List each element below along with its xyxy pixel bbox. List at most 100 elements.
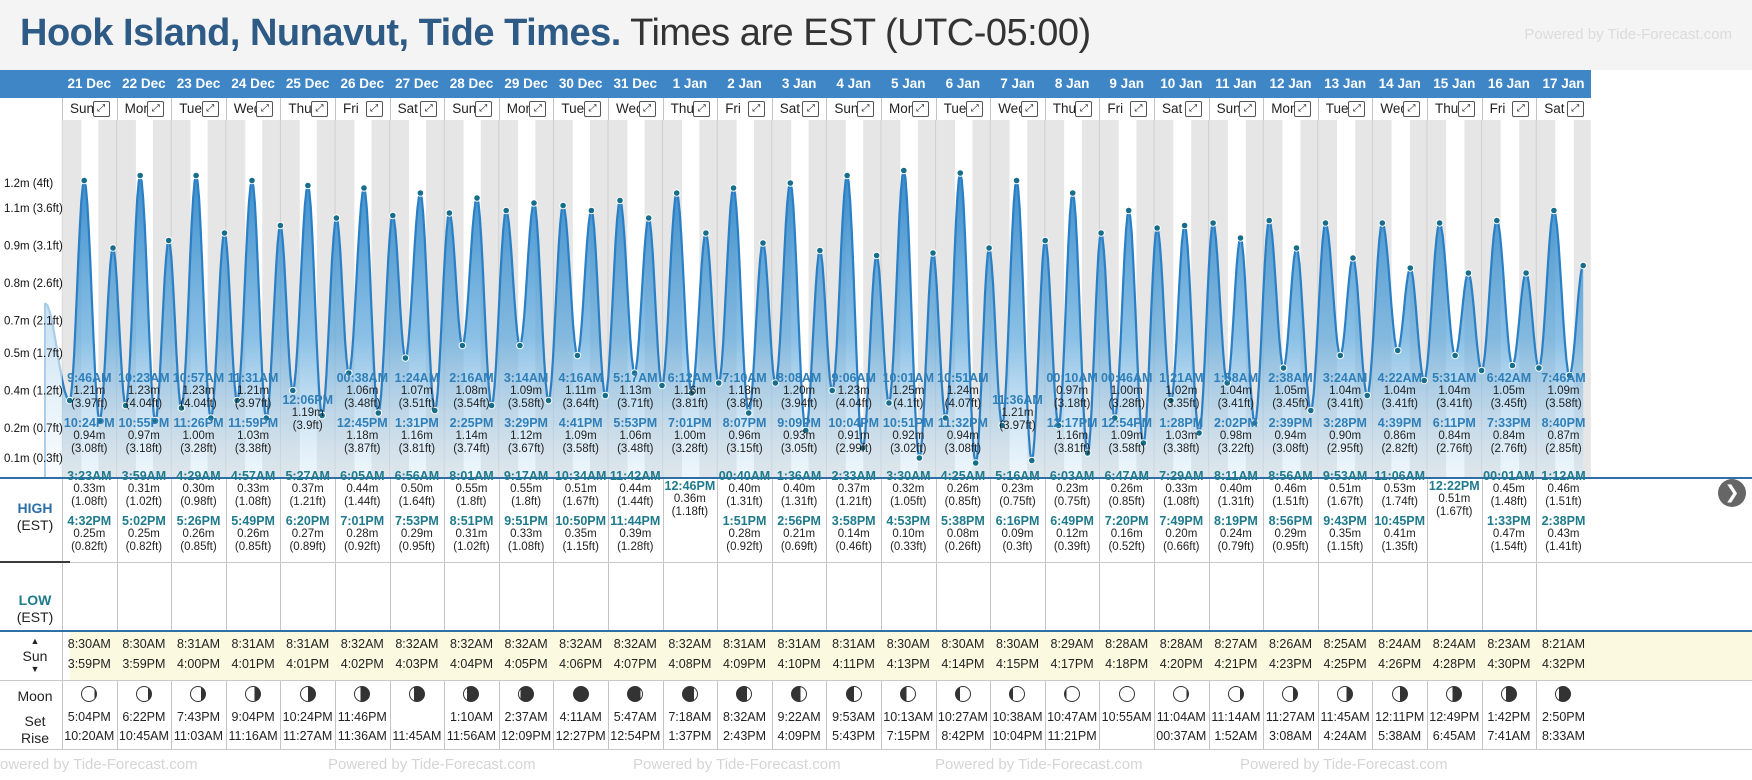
expand-icon[interactable]: ⤢ [747,101,765,117]
low-tide-height-ft: (0.85ft) [180,541,217,553]
tide-point [1012,176,1021,185]
high-tide: 12:06PM 1.19m (3.9ft) [280,394,335,433]
high-tide-height: 1.16m [400,430,433,442]
high-tide-time: 3:29PM [504,416,548,430]
moonrise-time: 11:27AM [283,729,333,743]
high-tide-time: 12:45PM [336,416,388,430]
expand-icon[interactable]: ⤢ [802,101,820,117]
expand-icon[interactable]: ⤢ [911,101,929,117]
expand-icon[interactable]: ⤢ [1457,101,1475,117]
low-tide-height: 0.33m [1165,483,1198,495]
high-tide-height-ft: (3.9ft) [292,420,323,432]
date-header: 27 Dec [389,70,445,98]
expand-icon[interactable]: ⤢ [966,101,984,117]
high-tide: 6:12AM 1.16m (3.81ft) [663,372,718,411]
high-tide-height: 0.93m [783,430,816,442]
high-tide-time: 4:39PM [1377,416,1422,430]
low-tide-height-ft: (1.02ft) [453,541,490,553]
expand-icon[interactable]: ⤢ [420,101,438,117]
expand-icon[interactable]: ⤢ [147,101,165,117]
expand-icon[interactable]: ⤢ [365,101,383,117]
sun-times: 8:30AM 3:59PM [62,634,117,674]
sun-times: 8:24AM 4:26PM [1372,634,1427,674]
tide-point [1251,419,1259,427]
expand-icon[interactable]: ⤢ [474,101,492,117]
moon-times: 4:11AM 12:27PM [553,684,608,746]
moonset-time: 11:14AM [1211,710,1261,724]
sun-times: 8:24AM 4:28PM [1427,634,1482,674]
expand-icon[interactable]: ⤢ [1020,101,1038,117]
expand-icon[interactable]: ⤢ [693,101,711,117]
moonset-time: 11:45AM [1320,710,1370,724]
high-tide-time: 10:04PM [828,416,880,430]
moon-phase [1536,684,1591,708]
low-tide-time: 10:45PM [1374,514,1426,528]
low-tide-time: 8:56PM [1268,514,1313,528]
tide-point [1349,254,1357,262]
day-header: Wed ⤢ [608,98,663,120]
moon-phase-icon [190,685,207,702]
expand-icon[interactable]: ⤢ [1566,101,1584,117]
expand-icon[interactable]: ⤢ [1348,101,1366,117]
expand-icon[interactable]: ⤢ [256,101,274,117]
high-tide-height: 0.91m [837,430,870,442]
expand-icon[interactable]: ⤢ [1239,101,1257,117]
day-header: Thu ⤢ [1427,98,1482,120]
low-tide-time: 6:20PM [285,514,330,528]
expand-icon[interactable]: ⤢ [1075,101,1093,117]
y-axis-label: 0.1m (0.3ft) [4,453,63,465]
high-tide-height: 1.09m [1110,430,1143,442]
sunset-time: 4:23PM [1268,657,1313,671]
expand-icon[interactable]: ⤢ [1184,101,1202,117]
y-axis-label: 1.2m (4ft) [4,178,53,190]
high-tide-time: 8:08AM [776,371,822,385]
high-tide-height-ft: (3.58ft) [1545,398,1582,410]
high-tide: 3:14AM 1.09m (3.58ft) [499,372,554,411]
high-tide-time: 2:38AM [1268,371,1313,385]
expand-icon[interactable]: ⤢ [638,101,656,117]
tide-point [1363,391,1371,400]
high-tide-height: 1.04m [1329,385,1362,397]
high-tide-height: 1.16m [673,385,706,397]
high-tide-height: 1.03m [237,430,270,442]
high-tide-time: 7:10AM [722,371,767,385]
high-tide: 10:01AM 1.25m (4.1ft) [881,372,936,411]
expand-icon[interactable]: ⤢ [310,101,328,117]
moon-phase [499,684,554,708]
low-tide-height-ft: (0.98ft) [180,496,217,508]
moonset-time: 12:11PM [1375,710,1425,724]
tide-point [1209,219,1217,227]
expand-icon[interactable]: ⤢ [1512,101,1530,117]
high-tide-height-ft: (3.45ft) [1490,398,1528,410]
low-tide-height-ft: (1.15ft) [1326,541,1364,553]
expand-icon[interactable]: ⤢ [529,101,547,117]
high-tide-height-ft: (3.81ft) [1053,443,1091,455]
tide-point [1153,224,1161,232]
timezone-title: Times are EST (UTC-05:00) [620,12,1091,54]
low-tide-height-ft: (0.85ft) [1108,496,1145,508]
expand-icon[interactable]: ⤢ [1402,101,1420,117]
moon-times: 10:55AM [1099,684,1154,746]
expand-icon[interactable]: ⤢ [201,101,219,117]
expand-icon[interactable]: ⤢ [583,101,601,117]
day-name: Thu [670,101,694,116]
moon-phase [881,684,936,708]
tide-point [164,236,173,245]
high-tide-height-ft: (3.38ft) [234,443,272,455]
tide-point [502,206,511,215]
tide-point [1565,371,1574,380]
moonrise-time: 10:04PM [992,729,1043,743]
high-tide-height-ft: (3.71ft) [617,398,654,410]
moon-phase [936,684,991,708]
moonset-time: 9:53AM [832,710,876,724]
expand-icon[interactable]: ⤢ [1293,101,1311,117]
expand-icon[interactable]: ⤢ [1129,101,1147,117]
high-tide: 6:11PM 0.84m (2.76ft) [1427,417,1482,456]
low-tide: 1:36AM 0.40m (1.31ft) [772,470,827,509]
moonrise-time: 12:09PM [501,729,552,743]
next-page-button[interactable]: ❯ [1718,479,1746,507]
expand-icon[interactable]: ⤢ [92,101,110,117]
expand-icon[interactable]: ⤢ [856,101,874,117]
y-axis-label: 1.1m (3.6ft) [4,203,63,215]
sunrise-time: 8:31AM [231,637,275,651]
